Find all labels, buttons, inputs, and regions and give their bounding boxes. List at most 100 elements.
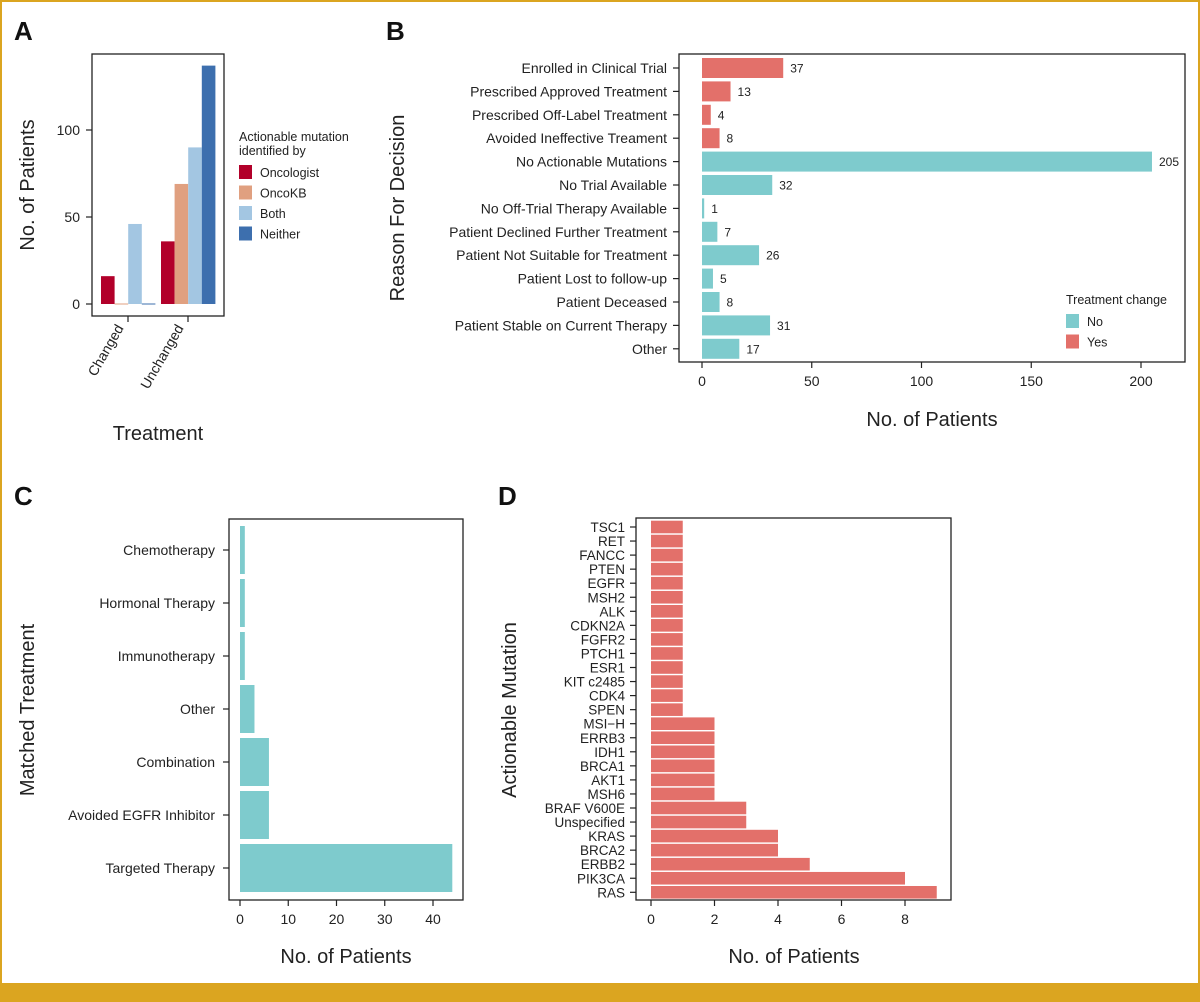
panel-label-d: D	[498, 481, 517, 511]
bar-msi-h	[651, 717, 715, 730]
bar-msh6	[651, 787, 715, 801]
data-label-patient-declined-further-treatment: 7	[724, 225, 731, 239]
bar-ret	[651, 534, 683, 548]
data-label-no-trial-available: 32	[779, 179, 793, 193]
y-axis-title: Matched Treatment	[17, 623, 39, 796]
legend-swatch-oncologist	[239, 165, 252, 179]
y-tick-label-fancc: FANCC	[579, 548, 625, 563]
y-tick-label-msh2: MSH2	[587, 590, 625, 605]
legend-label-both: Both	[260, 207, 286, 221]
legend-label-neither: Neither	[260, 228, 300, 242]
y-tick-label-other: Other	[180, 701, 215, 717]
bar-braf-v600e	[651, 801, 747, 815]
bar-esr1	[651, 661, 683, 674]
y-tick-label-brca2: BRCA2	[580, 843, 625, 858]
y-axis-title: Actionable Mutation	[499, 622, 521, 798]
bar-no-trial-available	[702, 175, 773, 195]
y-tick-label-akt1: AKT1	[591, 773, 625, 788]
bar-fgfr2	[651, 633, 683, 646]
y-tick-label-unspecified: Unspecified	[554, 815, 625, 830]
bar-patient-deceased	[702, 292, 720, 312]
y-tick-label-targeted-therapy: Targeted Therapy	[106, 860, 215, 876]
panel-c-frame	[228, 518, 464, 901]
y-tick-label-kit-c2485: KIT c2485	[564, 675, 625, 690]
bar-fancc	[651, 548, 683, 562]
y-tick-label-braf-v600e: BRAF V600E	[545, 801, 625, 816]
x-tick-label-unchanged: Unchanged	[137, 322, 187, 392]
x-tick-label: 6	[838, 911, 846, 927]
x-tick-label: 8	[901, 911, 909, 927]
y-tick-label-brca1: BRCA1	[580, 759, 625, 774]
y-tick-label-egfr: EGFR	[587, 576, 625, 591]
data-label-patient-stable-on-current-therapy: 31	[777, 319, 791, 333]
bar-chemotherapy	[240, 526, 245, 574]
y-tick-label-msi-h: MSI−H	[583, 717, 625, 732]
y-tick-label-ret: RET	[598, 534, 625, 549]
x-tick-label: 0	[698, 373, 706, 389]
bar-brca2	[651, 843, 778, 857]
data-label-patient-not-suitable-for-treatment: 26	[766, 249, 780, 263]
data-label-patient-lost-to-follow-up: 5	[720, 272, 727, 286]
y-tick-label-patient-declined-further-treatment: Patient Declined Further Treatment	[449, 224, 667, 240]
y-tick-label-ptch1: PTCH1	[581, 646, 625, 661]
legend-label-yes: Yes	[1087, 336, 1107, 350]
x-tick-label: 0	[647, 911, 655, 927]
legend-title: Treatment change	[1066, 293, 1167, 307]
data-label-avoided-ineffective-treament: 8	[727, 132, 734, 146]
y-tick-label-patient-deceased: Patient Deceased	[556, 294, 667, 310]
bar-patient-not-suitable-for-treatment	[702, 245, 760, 266]
y-tick-label-kras: KRAS	[588, 829, 625, 844]
x-tick-label: 4	[774, 911, 782, 927]
x-tick-label: 150	[1020, 373, 1044, 389]
bar-targeted-therapy	[240, 844, 453, 892]
x-axis-title: Treatment	[113, 423, 204, 445]
bar-erbb2	[651, 857, 810, 871]
legend-label-oncologist: Oncologist	[260, 166, 320, 180]
bar-msh2	[651, 590, 683, 604]
legend-label-oncokb: OncoKB	[260, 187, 307, 201]
x-tick-label-changed: Changed	[84, 322, 126, 379]
x-axis-title: No. of Patients	[280, 946, 411, 968]
x-tick-label: 30	[377, 911, 393, 927]
y-tick-label-ras: RAS	[597, 885, 625, 900]
bar-patient-declined-further-treatment	[702, 221, 718, 242]
panel-label-c: C	[14, 481, 33, 511]
bar-unchanged-both	[188, 147, 202, 304]
y-tick-label: 0	[72, 296, 80, 312]
figure-border-top	[0, 0, 1200, 2]
y-tick-label-pten: PTEN	[589, 562, 625, 577]
y-tick-label-patient-stable-on-current-therapy: Patient Stable on Current Therapy	[455, 317, 667, 333]
bar-spen	[651, 703, 683, 716]
bar-pten	[651, 562, 683, 576]
bar-pik3ca	[651, 871, 905, 885]
legend-swatch-no	[1066, 314, 1079, 328]
bar-other	[702, 338, 740, 359]
bar-cdkn2a	[651, 619, 683, 632]
bar-ras	[651, 886, 937, 899]
data-label-enrolled-in-clinical-trial: 37	[790, 62, 804, 76]
bar-changed-both	[128, 223, 142, 304]
legend-swatch-oncokb	[239, 185, 252, 200]
y-tick-label-cdk4: CDK4	[589, 689, 626, 704]
panel-label-b: B	[386, 16, 405, 46]
bar-unspecified	[651, 815, 747, 829]
bar-other	[240, 685, 255, 733]
panel-a-frame	[91, 53, 225, 317]
bar-akt1	[651, 773, 715, 787]
y-tick-label-fgfr2: FGFR2	[581, 632, 625, 647]
figure-border-bottom	[0, 983, 1200, 1002]
y-tick-label-no-trial-available: No Trial Available	[559, 177, 667, 193]
bar-no-actionable-mutations	[702, 151, 1152, 172]
y-tick-label: 50	[64, 209, 80, 225]
x-axis-title: No. of Patients	[866, 409, 997, 431]
data-label-prescribed-off-label-treatment: 4	[718, 108, 725, 122]
x-tick-label: 200	[1129, 373, 1153, 389]
y-tick-label-msh6: MSH6	[587, 787, 625, 802]
figure-border-left	[0, 0, 2, 1002]
y-tick-label-combination: Combination	[136, 754, 215, 770]
bar-patient-lost-to-follow-up	[702, 268, 713, 289]
bar-ptch1	[651, 647, 683, 660]
panel-c-chart: Chemotherapy Hormonal Therapy Immunotherap…	[17, 518, 464, 968]
panel-label-a: A	[14, 16, 33, 46]
y-tick-label-prescribed-approved-treatment: Prescribed Approved Treatment	[470, 83, 667, 99]
